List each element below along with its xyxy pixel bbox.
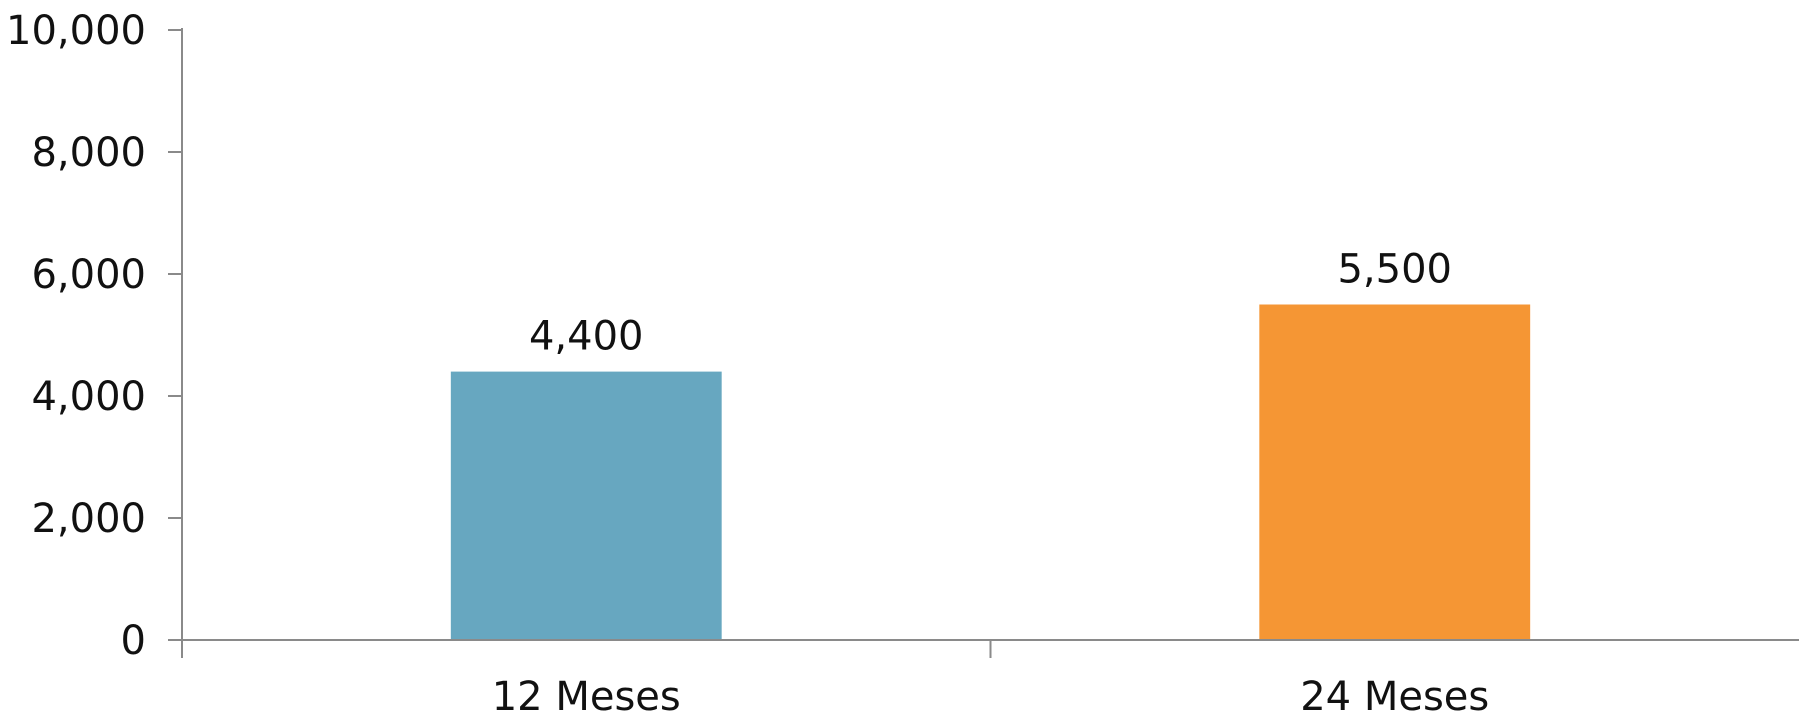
x-axis-category-labels: 12 Meses 24 Meses [492, 674, 1490, 720]
bar-value-label: 4,400 [529, 314, 644, 360]
y-tick-label: 0 [121, 618, 146, 664]
x-category-label: 12 Meses [492, 674, 681, 720]
x-category-label: 24 Meses [1300, 674, 1489, 720]
data-labels-group: 4,400 5,500 [529, 247, 1452, 360]
y-tick-label: 6,000 [31, 252, 146, 298]
bar-1 [450, 371, 722, 640]
y-tick-label: 8,000 [31, 130, 146, 176]
bars-group [450, 304, 1531, 640]
bar-2 [1259, 304, 1531, 640]
bar-value-label: 5,500 [1337, 247, 1452, 293]
y-tick-label: 2,000 [31, 496, 146, 542]
x-axis-ticks [181, 640, 992, 658]
y-tick-label: 10,000 [6, 8, 146, 54]
y-axis-tick-labels: 0 2,000 4,000 6,000 8,000 10,000 [6, 8, 146, 664]
y-tick-label: 4,000 [31, 374, 146, 420]
y-axis-ticks [168, 29, 182, 641]
